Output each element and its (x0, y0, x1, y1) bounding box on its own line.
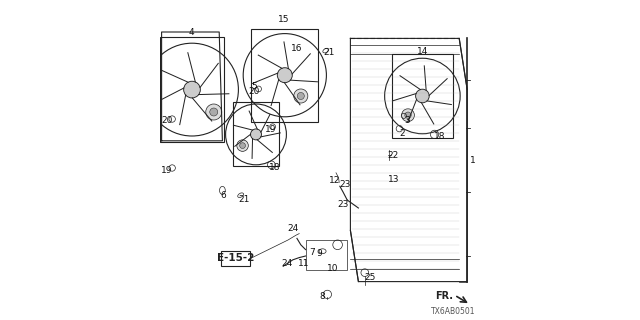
Text: 22: 22 (387, 151, 399, 160)
Text: 21: 21 (323, 48, 335, 57)
Text: 20: 20 (249, 87, 260, 96)
Circle shape (250, 129, 262, 140)
Text: 14: 14 (417, 47, 429, 56)
Text: 25: 25 (365, 273, 376, 282)
Text: 10: 10 (327, 264, 339, 273)
Circle shape (206, 104, 222, 120)
Text: 5: 5 (252, 82, 257, 91)
Text: 4: 4 (189, 28, 194, 36)
Text: 11: 11 (298, 260, 310, 268)
Circle shape (237, 140, 248, 151)
Text: FR.: FR. (435, 291, 453, 301)
Text: 20: 20 (161, 116, 173, 125)
Bar (160, 37, 224, 142)
Bar (306, 240, 347, 270)
Text: TX6AB0501: TX6AB0501 (431, 308, 475, 316)
Circle shape (294, 89, 308, 103)
Text: 9: 9 (317, 249, 322, 258)
Text: 15: 15 (278, 15, 290, 24)
Text: 3: 3 (404, 116, 410, 125)
Bar (221, 251, 250, 266)
Circle shape (298, 92, 305, 100)
Text: 18: 18 (434, 132, 445, 141)
Circle shape (210, 108, 218, 116)
Text: 23: 23 (339, 180, 351, 188)
Text: 8: 8 (320, 292, 325, 301)
Text: 12: 12 (329, 176, 340, 185)
Text: 1: 1 (470, 156, 476, 164)
Circle shape (415, 89, 429, 103)
Text: 19: 19 (265, 125, 276, 134)
Bar (392, 54, 453, 138)
Text: 13: 13 (388, 175, 399, 184)
Circle shape (277, 68, 292, 83)
Text: 19: 19 (161, 166, 173, 175)
Text: 16: 16 (291, 44, 303, 53)
Bar (233, 102, 279, 166)
Circle shape (240, 143, 246, 148)
Circle shape (402, 109, 415, 122)
Text: 24: 24 (287, 224, 298, 233)
Text: 21: 21 (238, 195, 250, 204)
Text: 2: 2 (399, 129, 405, 138)
Circle shape (184, 81, 200, 98)
Text: 18: 18 (269, 163, 280, 172)
Text: 24: 24 (282, 259, 293, 268)
Bar (252, 29, 319, 122)
Text: E-15-2: E-15-2 (216, 252, 254, 263)
Text: 6: 6 (221, 191, 226, 200)
Text: 7: 7 (309, 248, 314, 257)
Text: 23: 23 (337, 200, 349, 209)
Circle shape (405, 112, 412, 118)
